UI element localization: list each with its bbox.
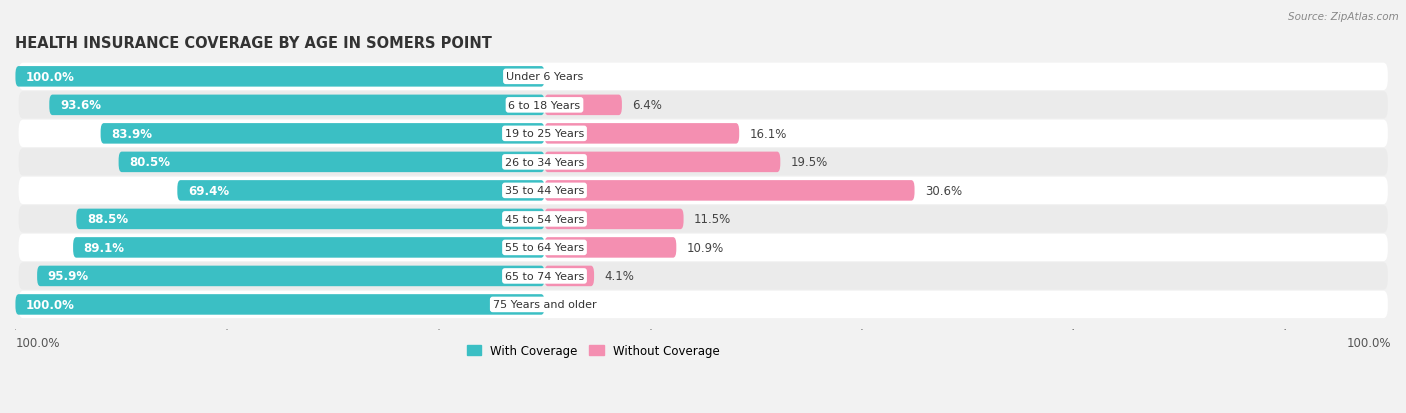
Text: 19.5%: 19.5% <box>792 156 828 169</box>
Text: 80.5%: 80.5% <box>129 156 170 169</box>
Text: 100.0%: 100.0% <box>27 298 75 311</box>
FancyBboxPatch shape <box>544 266 595 287</box>
Text: 16.1%: 16.1% <box>749 128 787 140</box>
FancyBboxPatch shape <box>18 234 1388 261</box>
FancyBboxPatch shape <box>544 95 621 116</box>
FancyBboxPatch shape <box>15 67 544 88</box>
Text: 19 to 25 Years: 19 to 25 Years <box>505 129 583 139</box>
Text: 45 to 54 Years: 45 to 54 Years <box>505 214 583 224</box>
Text: 4.1%: 4.1% <box>605 270 634 283</box>
FancyBboxPatch shape <box>15 294 544 315</box>
FancyBboxPatch shape <box>18 177 1388 204</box>
Text: 69.4%: 69.4% <box>188 185 229 197</box>
FancyBboxPatch shape <box>73 237 544 258</box>
FancyBboxPatch shape <box>544 180 914 201</box>
Text: 0.0%: 0.0% <box>555 298 585 311</box>
FancyBboxPatch shape <box>544 124 740 144</box>
Text: 10.9%: 10.9% <box>688 241 724 254</box>
Text: 75 Years and older: 75 Years and older <box>492 300 596 310</box>
FancyBboxPatch shape <box>118 152 544 173</box>
Text: HEALTH INSURANCE COVERAGE BY AGE IN SOMERS POINT: HEALTH INSURANCE COVERAGE BY AGE IN SOME… <box>15 36 492 50</box>
Text: 100.0%: 100.0% <box>1347 336 1391 349</box>
Text: 0.0%: 0.0% <box>555 71 585 84</box>
FancyBboxPatch shape <box>18 64 1388 91</box>
Text: 89.1%: 89.1% <box>84 241 125 254</box>
Text: 65 to 74 Years: 65 to 74 Years <box>505 271 583 281</box>
Legend: With Coverage, Without Coverage: With Coverage, Without Coverage <box>467 344 720 357</box>
Text: 6 to 18 Years: 6 to 18 Years <box>509 101 581 111</box>
FancyBboxPatch shape <box>76 209 544 230</box>
Text: Under 6 Years: Under 6 Years <box>506 72 583 82</box>
Text: 30.6%: 30.6% <box>925 185 962 197</box>
Text: 88.5%: 88.5% <box>87 213 128 226</box>
FancyBboxPatch shape <box>49 95 544 116</box>
FancyBboxPatch shape <box>18 92 1388 119</box>
FancyBboxPatch shape <box>544 237 676 258</box>
Text: 93.6%: 93.6% <box>60 99 101 112</box>
FancyBboxPatch shape <box>37 266 544 287</box>
FancyBboxPatch shape <box>18 291 1388 318</box>
Text: 55 to 64 Years: 55 to 64 Years <box>505 243 583 253</box>
Text: 95.9%: 95.9% <box>48 270 89 283</box>
Text: 100.0%: 100.0% <box>15 336 60 349</box>
FancyBboxPatch shape <box>177 180 544 201</box>
FancyBboxPatch shape <box>544 152 780 173</box>
Text: 83.9%: 83.9% <box>111 128 152 140</box>
FancyBboxPatch shape <box>18 120 1388 148</box>
FancyBboxPatch shape <box>101 124 544 144</box>
FancyBboxPatch shape <box>18 206 1388 233</box>
Text: 100.0%: 100.0% <box>27 71 75 84</box>
Text: 11.5%: 11.5% <box>695 213 731 226</box>
Text: 35 to 44 Years: 35 to 44 Years <box>505 186 583 196</box>
FancyBboxPatch shape <box>544 209 683 230</box>
Text: 26 to 34 Years: 26 to 34 Years <box>505 157 583 168</box>
FancyBboxPatch shape <box>18 149 1388 176</box>
Text: Source: ZipAtlas.com: Source: ZipAtlas.com <box>1288 12 1399 22</box>
FancyBboxPatch shape <box>18 263 1388 290</box>
Text: 6.4%: 6.4% <box>633 99 662 112</box>
